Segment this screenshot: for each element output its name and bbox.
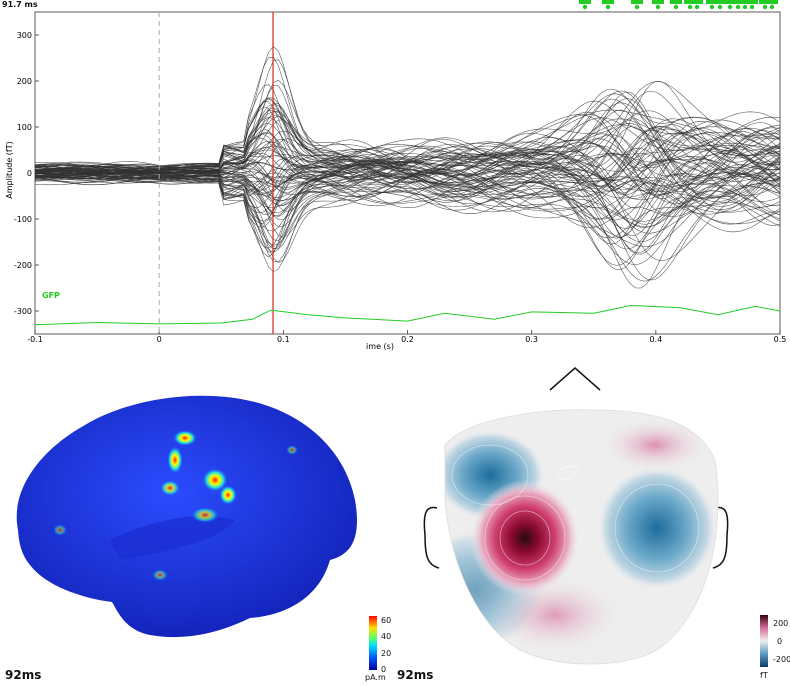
sensor-marker-bar[interactable] [631,0,643,4]
sylvian-fissure [110,516,235,560]
sensor-trace [34,171,781,266]
colorbar-unit: pA.m [365,673,386,682]
topo-colorbar-unit: fT [760,671,768,680]
sensor-marker-dot[interactable] [582,4,588,10]
y-axis: 300 200 100 0 -100 -200 -300 [14,31,39,316]
topo-colorbar-tick-min: -200 [773,655,790,664]
sensor-marker-dot[interactable] [673,4,679,10]
brain-surface-view: 60 40 20 0 pA.m [16,395,391,682]
sensor-trace [34,130,781,199]
y-tick-label: -200 [14,261,32,270]
sensor-trace [34,163,781,253]
y-tick-label: 100 [17,123,32,132]
y-tick-label: 200 [17,77,32,86]
colorbar-tick-mid-low: 20 [381,649,391,658]
x-tick-label: -0.1 [27,335,43,344]
right-ear [712,506,729,569]
source-colorbar [369,616,377,670]
sensor-marker-dot[interactable] [762,4,768,10]
gfp-line [34,304,781,326]
sensor-marker-dot[interactable] [687,4,693,10]
topo-time-label: 92ms [397,668,434,682]
sensor-trace [34,138,781,212]
x-axis: -0.1 0 0.1 0.2 0.3 0.4 0.5 [27,330,786,344]
sensor-marker-bar[interactable] [579,0,591,4]
gfp-label: GFP [42,291,60,300]
sensor-trace [34,168,781,270]
y-tick-label: -300 [14,307,32,316]
y-tick-label: 300 [17,31,32,40]
sensor-marker-dot[interactable] [727,4,733,10]
brain-hemisphere [16,395,358,638]
butterfly-plot[interactable]: 300 200 100 0 -100 -200 -300 -0.1 0 0.1 0.2 0.3 0.4… [0,0,790,360]
sensor-marker-dot[interactable] [769,4,775,10]
sensor-marker-bar[interactable] [739,0,751,4]
colorbar-tick-max: 60 [381,616,391,625]
sensor-marker-bar[interactable] [732,0,744,4]
sensor-marker-dot[interactable] [694,4,700,10]
sensor-marker-bar[interactable] [670,0,682,4]
left-ear [423,506,440,569]
x-tick-label: 0.4 [649,335,662,344]
y-tick-label: -100 [14,215,32,224]
sensor-marker-dot[interactable] [735,4,741,10]
sensor-marker-bar[interactable] [706,0,718,4]
source-estimate-panel[interactable]: 60 40 20 0 pA.m 92ms [0,380,395,682]
topo-colorbar-tick-max: 200 [773,619,788,628]
x-tick-label: 0.1 [277,335,290,344]
sensor-marker-bar[interactable] [691,0,703,4]
sensor-trace [34,131,781,190]
sensor-marker-bar[interactable] [746,0,758,4]
source-time-label: 92ms [5,668,42,682]
time-readout: 91.7 ms [2,0,38,9]
sensor-marker-bar[interactable] [652,0,664,4]
sensor-marker-dot[interactable] [709,4,715,10]
sensor-marker-dot[interactable] [749,4,755,10]
sensor-marker-dot[interactable] [634,4,640,10]
x-tick-label: 0.2 [401,335,414,344]
activation-spots [53,430,298,581]
sensor-marker-bar[interactable] [602,0,614,4]
sensor-marker-dot[interactable] [655,4,661,10]
sensor-trace [34,97,781,175]
sensor-marker-bar[interactable] [714,0,726,4]
sensor-trace [34,168,781,220]
sensor-marker-bar[interactable] [759,0,771,4]
topomap: 200 0 -200 fT [423,367,790,680]
sensor-trace [34,159,781,239]
sensor-marker-bar[interactable] [724,0,736,4]
topomap-panel[interactable]: 200 0 -200 fT 92ms [395,360,790,682]
y-axis-label: Amplitude (fT) [5,141,14,198]
x-tick-label: 0.5 [774,335,787,344]
y-tick-label: 0 [27,169,32,178]
sensor-trace [34,171,781,238]
topo-colorbar [760,615,768,667]
field-map [445,409,718,665]
sensor-trace [34,123,781,197]
sensor-marker-dot[interactable] [605,4,611,10]
nose-marker [549,367,601,391]
head-outline [444,409,719,665]
x-axis-label: ime (s) [366,342,394,351]
sensor-marker-dot[interactable] [742,4,748,10]
x-tick-label: 0.3 [525,335,538,344]
x-tick-label: 0 [157,335,162,344]
sensor-marker-bar[interactable] [684,0,696,4]
sensor-trace [34,46,781,174]
sensor-marker-bar[interactable] [766,0,778,4]
sensor-trace [34,85,781,186]
colorbar-tick-min: 0 [381,665,386,674]
sensor-selection-markers[interactable] [579,0,778,10]
sensor-marker-dot[interactable] [717,4,723,10]
colorbar-tick-mid-high: 40 [381,632,391,641]
topo-colorbar-tick-zero: 0 [777,637,782,646]
